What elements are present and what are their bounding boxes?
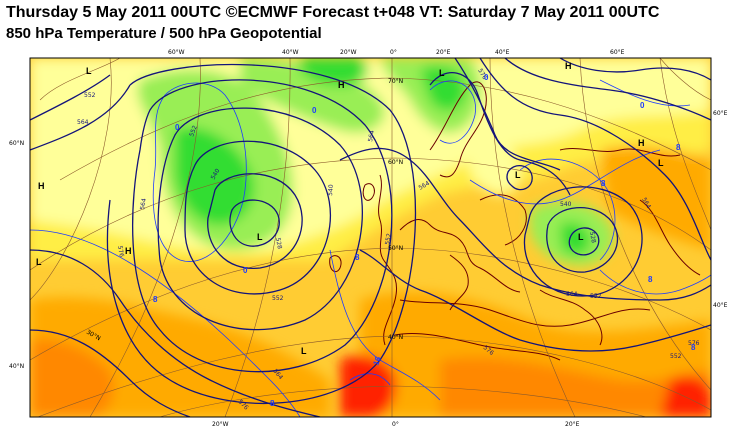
- temperature-contour-labels: 0 0 0 0 8 8 8 8 8 8 8 16 0: [153, 73, 696, 408]
- lon-label: 40°W: [282, 49, 299, 56]
- contour-label: 576: [116, 245, 125, 258]
- latitude-labels-right: 60°E 40°E: [713, 110, 728, 309]
- high-center: H: [338, 80, 345, 90]
- contour-label: 552: [188, 124, 199, 137]
- temperature-field: [30, 58, 711, 417]
- low-center: L: [515, 170, 521, 180]
- contour-label: 540: [210, 167, 222, 181]
- contour-label: 528: [588, 231, 597, 244]
- contour-label: 540: [560, 201, 572, 208]
- lat-label: 60°N: [9, 140, 24, 147]
- high-center: H: [125, 246, 132, 256]
- isotherm-label: 0: [484, 73, 489, 82]
- isotherm-label: 8: [648, 275, 653, 284]
- chart-title: Thursday 5 May 2011 00UTC ©ECMWF Forecas…: [6, 4, 660, 21]
- contour-label: 564: [139, 198, 148, 211]
- high-center: H: [38, 181, 45, 191]
- contour-label: 552: [84, 92, 96, 99]
- contour-label: 552: [272, 295, 284, 302]
- lon-label: 40°E: [495, 49, 510, 56]
- lat-label: 60°E: [713, 110, 728, 117]
- lon-label: 20°E: [565, 421, 580, 428]
- isotherm-label: 8: [601, 179, 606, 188]
- contour-label: 576: [688, 340, 700, 347]
- low-center: L: [439, 68, 445, 78]
- pressure-centers: L L L L L L L L H H H H H: [36, 61, 664, 356]
- lon-label: 20°W: [340, 49, 357, 56]
- isotherm-label: 0: [243, 266, 248, 275]
- contour-label: 528: [274, 237, 283, 250]
- lon-label: 60°E: [610, 49, 625, 56]
- isotherm-label: 8: [355, 253, 360, 262]
- low-center: L: [257, 232, 263, 242]
- isotherm-label: 8: [153, 295, 158, 304]
- low-center: L: [36, 257, 42, 267]
- isotherm-label: 0: [312, 106, 317, 115]
- isotherm-label: 0: [175, 123, 180, 132]
- lat-label: 50°N: [388, 245, 403, 252]
- lat-label: 40°N: [388, 334, 403, 341]
- contour-label: 552: [590, 293, 602, 300]
- lon-label: 60°W: [168, 49, 185, 56]
- lat-label: 40°N: [9, 363, 24, 370]
- high-center: H: [565, 61, 572, 71]
- isotherm-label: 0: [640, 101, 645, 110]
- latitude-labels-left: 60°N 40°N: [9, 140, 24, 370]
- lat-label: 60°N: [388, 159, 403, 166]
- contour-label: 540: [327, 184, 335, 196]
- temperature-isotherms: [30, 79, 711, 417]
- lat-label: 70°N: [388, 78, 403, 85]
- low-center: L: [578, 232, 584, 242]
- contour-label: 564: [77, 119, 89, 126]
- high-center: H: [638, 138, 645, 148]
- contour-label: 564: [566, 291, 578, 298]
- contour-label: 576: [476, 68, 488, 82]
- low-center: L: [86, 66, 92, 76]
- isotherm-label: 16: [371, 355, 383, 367]
- lon-label: 0°: [392, 421, 399, 428]
- low-center: L: [658, 158, 664, 168]
- contour-label: 552: [384, 233, 393, 246]
- lon-label: 20°E: [436, 49, 451, 56]
- coastlines: [329, 81, 701, 361]
- lon-label: 0°: [390, 49, 397, 56]
- isotherm-label: 8: [270, 399, 275, 408]
- chart-subtitle: 850 hPa Temperature / 500 hPa Geopotenti…: [6, 25, 322, 42]
- geopotential-contours: [30, 58, 711, 417]
- contour-label: 564: [640, 197, 652, 211]
- isotherm-label: 8: [676, 143, 681, 152]
- lat-label: 40°E: [713, 302, 728, 309]
- contour-label: 564: [418, 180, 432, 192]
- longitude-labels-bottom: 20°W 0° 20°E: [212, 421, 580, 428]
- low-center: L: [301, 346, 307, 356]
- longitude-labels-top: 60°W 40°W 20°W 0° 20°E 40°E 60°E: [168, 49, 625, 56]
- isotherm-label: 8: [691, 343, 696, 352]
- lon-label: 20°W: [212, 421, 229, 428]
- contour-label: 564: [367, 130, 376, 143]
- contour-label: 552: [670, 353, 682, 360]
- map-frame: [29, 57, 712, 418]
